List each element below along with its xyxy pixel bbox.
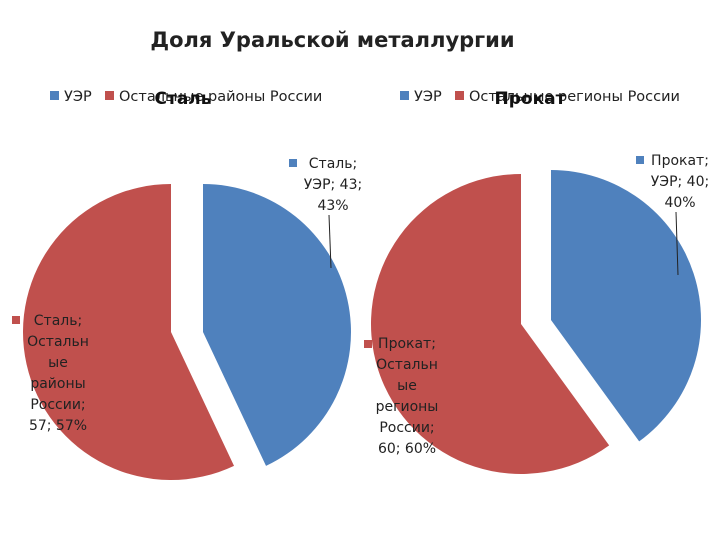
label-legend-key (12, 316, 20, 324)
data-label-uer: Прокат; УЭР; 40; 40% (651, 153, 709, 211)
chart-title: Сталь (154, 89, 211, 109)
data-label-other: Прокат; Остальн ые регионы России; 60; 60% (376, 336, 439, 457)
legend-label-uer: УЭР (64, 89, 92, 105)
pie-slice-other (370, 174, 610, 475)
chart-title: Прокат (495, 89, 566, 109)
leader-line (328, 214, 332, 269)
legend-swatch-uer (400, 91, 409, 100)
legend-label-uer: УЭР (414, 89, 442, 105)
pie-slice-uer (551, 170, 701, 442)
main-title: Доля Уральской металлургии (150, 28, 515, 52)
legend-swatch-other (105, 91, 114, 100)
data-label-other: Сталь; Остальн ые районы России; 57; 57% (27, 313, 89, 434)
label-legend-key (289, 159, 297, 167)
data-label-uer: Сталь; УЭР; 43; 43% (304, 156, 362, 214)
legend-swatch-other (455, 91, 464, 100)
pie-slice-other (22, 184, 235, 481)
pie-slice-uer (203, 184, 351, 466)
legend-label-other: Остальные районы России (119, 89, 322, 105)
legend-label-other: Остальные регионы России (469, 89, 680, 105)
label-legend-key (636, 156, 644, 164)
leader-line (675, 211, 679, 276)
legend-swatch-uer (50, 91, 59, 100)
label-legend-key (364, 340, 372, 348)
